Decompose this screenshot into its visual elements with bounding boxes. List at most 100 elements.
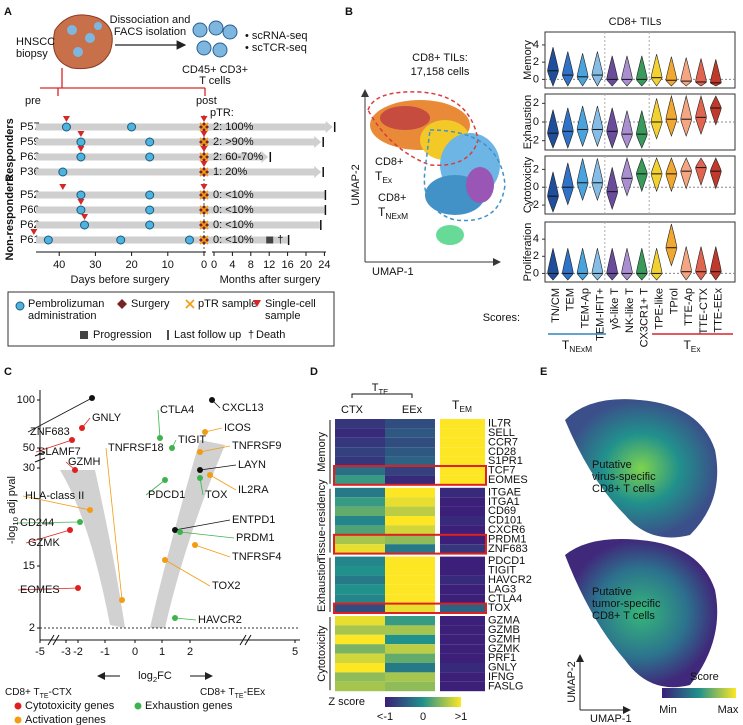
heat-cell: [335, 663, 385, 673]
colorbar-label: 0: [420, 711, 426, 723]
label-part: Ex: [691, 344, 702, 354]
gene-leader: [199, 445, 231, 453]
violin: [621, 110, 633, 149]
gene-point: [67, 527, 73, 533]
axis-title: Days before surgery: [70, 274, 170, 286]
violin: [636, 110, 648, 149]
tick-label: 0: [132, 646, 138, 658]
label-part: FC: [157, 670, 172, 682]
heat-cell: [335, 456, 385, 466]
timeline-bar: [36, 168, 316, 176]
single-cell: [30, 229, 38, 235]
row-label: Proliferation: [522, 223, 534, 282]
pembro-dose: [116, 235, 126, 245]
gene-label: CCR7: [488, 436, 518, 448]
label: administration: [28, 310, 96, 322]
panel-label: E: [540, 366, 547, 378]
violin: [665, 56, 678, 87]
single-cell: [77, 131, 85, 137]
gene-point: [162, 477, 168, 483]
axis-break: [34, 451, 46, 463]
gene-label: HAVCR2: [198, 614, 242, 626]
heat-cell: [440, 447, 485, 457]
label: Z score: [328, 696, 365, 708]
label: Last follow up: [174, 329, 241, 341]
gene-point: [172, 615, 178, 621]
pembro-dose: [145, 190, 155, 200]
tick-label: 0: [533, 267, 539, 279]
gene-label: ZNF683: [488, 543, 528, 555]
violin: [710, 95, 722, 126]
pembro-dose: [43, 235, 53, 245]
heat-cell: [440, 544, 485, 554]
gene-leader: [164, 559, 211, 587]
gene-label: GZMA: [488, 615, 520, 627]
row-label: Exhaustion: [522, 95, 534, 149]
violin: [665, 157, 678, 193]
violin: [591, 105, 604, 148]
tick-label: 16: [281, 259, 293, 271]
group-label: Non-responders: [4, 176, 16, 261]
label: tumor-specific: [592, 598, 661, 610]
gene-label: LAG3: [488, 583, 516, 595]
violin: [621, 248, 633, 281]
heat-cell: [335, 584, 385, 595]
heat-cell: [385, 594, 435, 604]
heat-cell: [335, 466, 385, 476]
gene-label: GZMK: [28, 537, 60, 549]
heat-cell: [385, 603, 435, 613]
group-label: Responders: [4, 118, 16, 182]
label: • scTCR-seq: [245, 42, 307, 54]
label: Dissociation and: [110, 14, 191, 26]
pembro-dose: [145, 205, 155, 215]
violin-frame: [544, 31, 736, 89]
violin: [695, 58, 707, 87]
label: CD8+: [375, 156, 403, 168]
label: TEx: [375, 169, 393, 185]
single-cell: [200, 146, 208, 152]
violin: [695, 94, 707, 136]
violin: [710, 246, 722, 281]
tick-label: 15: [23, 560, 35, 572]
panel-label: C: [4, 366, 12, 378]
label: TNExM: [562, 338, 592, 354]
tick-label: 8: [248, 259, 254, 271]
ptr-sample: [199, 205, 209, 215]
label: Min: [659, 704, 677, 716]
tick-label: 0: [533, 116, 539, 128]
label: post: [196, 95, 217, 107]
pembro-dose: [61, 122, 71, 132]
heat-cell: [385, 516, 435, 526]
tick-label: 30: [23, 462, 35, 474]
single-cell: [59, 184, 67, 190]
patient-id: P61: [20, 234, 40, 246]
heat-cell: [385, 497, 435, 507]
heat-cell: [440, 466, 485, 476]
violin: [695, 157, 707, 186]
heat-cell: [385, 437, 435, 448]
tick-label: 0: [533, 181, 539, 193]
violin: [636, 248, 648, 281]
violin: [547, 109, 559, 149]
patient-id: P59: [20, 136, 40, 148]
tick-label: 100: [17, 394, 35, 406]
label: CD8+: [378, 192, 406, 204]
gene-point: [197, 467, 203, 473]
row-label: Memory: [522, 40, 534, 80]
gene-point: [202, 429, 208, 435]
biopsy-illustration: [7, 14, 335, 347]
tick-label: 2: [29, 622, 35, 634]
heat-cell: [335, 594, 385, 604]
gene-point: [192, 542, 198, 548]
heat-cell: [385, 419, 435, 429]
heat-cell: [335, 497, 385, 507]
violin: [621, 55, 633, 87]
tick-label: 2: [533, 97, 539, 109]
ptr-value: 2: 100%: [213, 121, 254, 133]
label-part: T: [378, 205, 386, 219]
gene-leader: [174, 617, 197, 621]
heat-cell: [335, 419, 385, 429]
violin-frame: [544, 221, 736, 283]
group-label: Memory: [316, 432, 328, 472]
tick-label: 2: [533, 250, 539, 262]
